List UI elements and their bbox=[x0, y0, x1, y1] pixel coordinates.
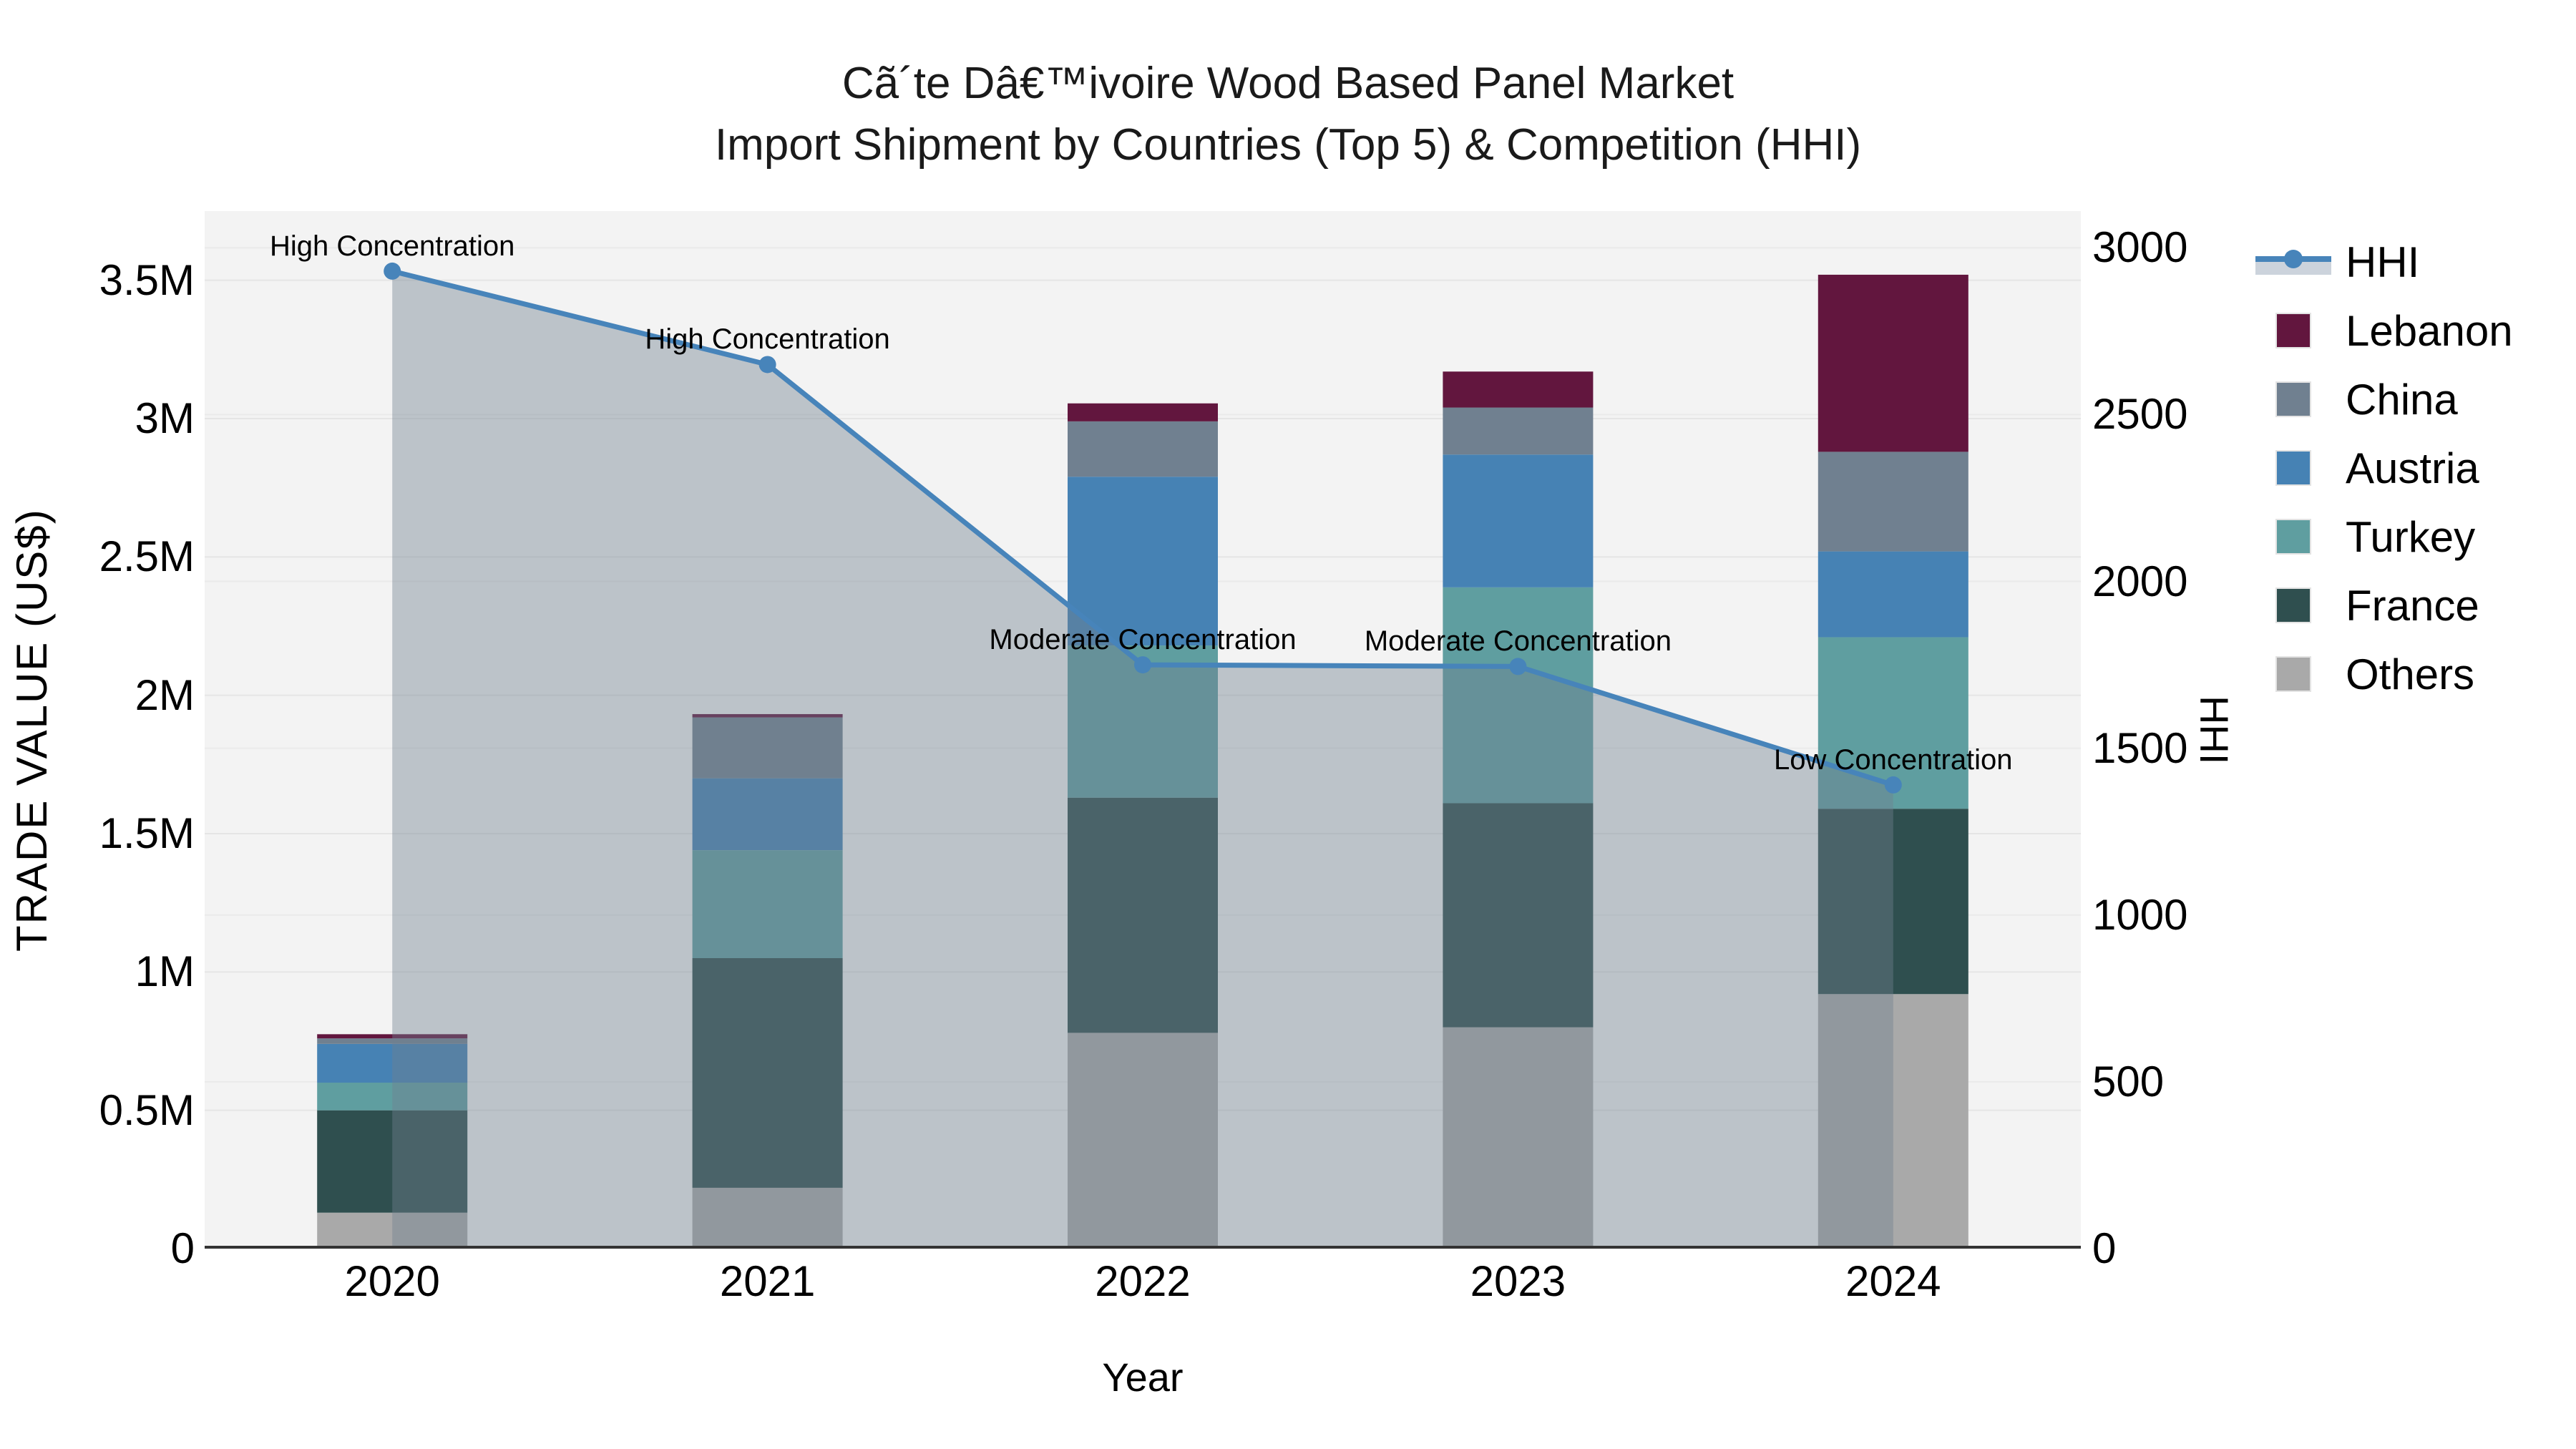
bar-segment-turkey-2020[interactable] bbox=[317, 1083, 468, 1111]
legend-item-china[interactable]: China bbox=[2254, 365, 2513, 434]
series-swatch-icon bbox=[2254, 381, 2333, 417]
y-right-tick-0: 0 bbox=[2092, 1224, 2117, 1272]
x-tick-2020: 2020 bbox=[344, 1257, 440, 1305]
bar-segment-austria-2022[interactable] bbox=[1068, 477, 1218, 646]
hhi-marker-2022[interactable] bbox=[1134, 656, 1151, 674]
hhi-marker-2021[interactable] bbox=[758, 356, 776, 374]
y-axis-left-title: TRADE VALUE (US$) bbox=[8, 508, 56, 952]
bar-segment-austria-2024[interactable] bbox=[1818, 551, 1968, 638]
bar-segment-france-2024[interactable] bbox=[1818, 809, 1968, 995]
bar-segment-france-2021[interactable] bbox=[692, 958, 843, 1188]
y-left-tick-1.5M: 1.5M bbox=[99, 809, 195, 857]
plot-canvas bbox=[205, 247, 2081, 1249]
legend-label-others: Others bbox=[2346, 650, 2475, 698]
bar-segment-lebanon-2024[interactable] bbox=[1818, 274, 1968, 452]
series-swatch-icon bbox=[2254, 313, 2333, 348]
bar-segment-turkey-2023[interactable] bbox=[1443, 587, 1594, 804]
legend-item-lebanon[interactable]: Lebanon bbox=[2254, 296, 2513, 365]
x-tick-2023: 2023 bbox=[1470, 1257, 1566, 1305]
y-left-tick-0: 0 bbox=[170, 1224, 195, 1272]
series-swatch-icon bbox=[2254, 656, 2333, 692]
annotation-2023: Moderate Concentration bbox=[1364, 625, 1672, 658]
y-right-tick-2000: 2000 bbox=[2092, 557, 2188, 605]
y-left-tick-2M: 2M bbox=[135, 670, 195, 719]
bar-segment-china-2021[interactable] bbox=[692, 717, 843, 779]
y-left-tick-3M: 3M bbox=[135, 394, 195, 442]
bar-segment-turkey-2021[interactable] bbox=[692, 850, 843, 958]
y-left-tick-2.5M: 2.5M bbox=[99, 532, 195, 581]
y-left-tick-3.5M: 3.5M bbox=[99, 255, 195, 304]
bar-segment-austria-2023[interactable] bbox=[1443, 454, 1594, 587]
chart-subtitle: Import Shipment by Countries (Top 5) & C… bbox=[714, 120, 1862, 170]
series-swatch-icon bbox=[2254, 587, 2333, 623]
bar-segment-lebanon-2020[interactable] bbox=[317, 1034, 468, 1039]
swatch-others bbox=[2275, 656, 2311, 692]
swatch-turkey bbox=[2275, 519, 2311, 555]
y-right-tick-3000: 3000 bbox=[2092, 223, 2188, 272]
hhi-line-icon bbox=[2254, 245, 2333, 279]
bar-segment-lebanon-2023[interactable] bbox=[1443, 371, 1594, 408]
legend-label-china: China bbox=[2346, 375, 2458, 424]
annotation-2022: Moderate Concentration bbox=[989, 624, 1297, 656]
x-axis-title: Year bbox=[1102, 1355, 1184, 1400]
swatch-france bbox=[2275, 587, 2311, 623]
legend-label-turkey: Turkey bbox=[2346, 512, 2476, 561]
hhi-area-fill bbox=[392, 270, 1893, 1249]
hhi-marker-2020[interactable] bbox=[384, 262, 401, 280]
y-right-tick-1500: 1500 bbox=[2092, 723, 2188, 772]
bar-segment-others-2024[interactable] bbox=[1818, 994, 1968, 1249]
x-tick-2022: 2022 bbox=[1095, 1257, 1191, 1305]
y-right-tick-1000: 1000 bbox=[2092, 890, 2188, 939]
hhi-marker-2023[interactable] bbox=[1509, 658, 1527, 675]
bar-segment-austria-2020[interactable] bbox=[317, 1043, 468, 1083]
bar-segment-others-2023[interactable] bbox=[1443, 1027, 1594, 1249]
y-left-tick-0.5M: 0.5M bbox=[99, 1085, 195, 1134]
legend-item-hhi[interactable]: HHI bbox=[2254, 228, 2513, 296]
swatch-china bbox=[2275, 381, 2311, 417]
bar-segment-china-2022[interactable] bbox=[1068, 421, 1218, 477]
chart-title: Cã´te Dâ€™ivoire Wood Based Panel Market bbox=[841, 59, 1735, 108]
legend-label-hhi: HHI bbox=[2346, 238, 2420, 286]
x-tick-2024: 2024 bbox=[1845, 1257, 1941, 1305]
legend-label-lebanon: Lebanon bbox=[2346, 306, 2513, 355]
bar-segment-others-2020[interactable] bbox=[317, 1212, 468, 1249]
x-tick-2021: 2021 bbox=[719, 1257, 816, 1305]
y-axis-right-title: HHI bbox=[2192, 695, 2237, 765]
annotation-2021: High Concentration bbox=[645, 323, 890, 356]
legend-item-france[interactable]: France bbox=[2254, 571, 2513, 640]
bar-segment-austria-2021[interactable] bbox=[692, 778, 843, 851]
legend-item-others[interactable]: Others bbox=[2254, 640, 2513, 708]
bar-segment-france-2023[interactable] bbox=[1443, 803, 1594, 1028]
swatch-austria bbox=[2275, 450, 2311, 486]
bar-segment-others-2021[interactable] bbox=[692, 1187, 843, 1249]
bar-segment-lebanon-2022[interactable] bbox=[1068, 403, 1218, 421]
series-swatch-icon bbox=[2254, 519, 2333, 555]
title-block: Cã´te Dâ€™ivoire Wood Based Panel Market… bbox=[0, 53, 2576, 176]
bar-segment-china-2020[interactable] bbox=[317, 1038, 468, 1044]
annotation-2020: High Concentration bbox=[269, 230, 515, 262]
bar-segment-france-2022[interactable] bbox=[1068, 797, 1218, 1033]
y-right-tick-2500: 2500 bbox=[2092, 390, 2188, 439]
bar-segment-china-2024[interactable] bbox=[1818, 452, 1968, 552]
bar-segment-lebanon-2021[interactable] bbox=[692, 713, 843, 718]
legend-item-turkey[interactable]: Turkey bbox=[2254, 502, 2513, 571]
y-left-tick-1M: 1M bbox=[135, 947, 195, 996]
bar-segment-france-2020[interactable] bbox=[317, 1110, 468, 1213]
legend-label-austria: Austria bbox=[2346, 444, 2479, 492]
bar-segment-others-2022[interactable] bbox=[1068, 1033, 1218, 1249]
legend-item-austria[interactable]: Austria bbox=[2254, 434, 2513, 502]
annotation-2024: Low Concentration bbox=[1774, 743, 2013, 776]
bar-segment-china-2023[interactable] bbox=[1443, 407, 1594, 455]
series-swatch-icon bbox=[2254, 450, 2333, 486]
swatch-lebanon bbox=[2275, 313, 2311, 348]
legend: HHI Lebanon China Austria Turkey France Others bbox=[2254, 228, 2513, 708]
y-right-tick-500: 500 bbox=[2092, 1057, 2165, 1106]
hhi-marker-2024[interactable] bbox=[1884, 776, 1902, 794]
legend-label-france: France bbox=[2346, 581, 2479, 630]
